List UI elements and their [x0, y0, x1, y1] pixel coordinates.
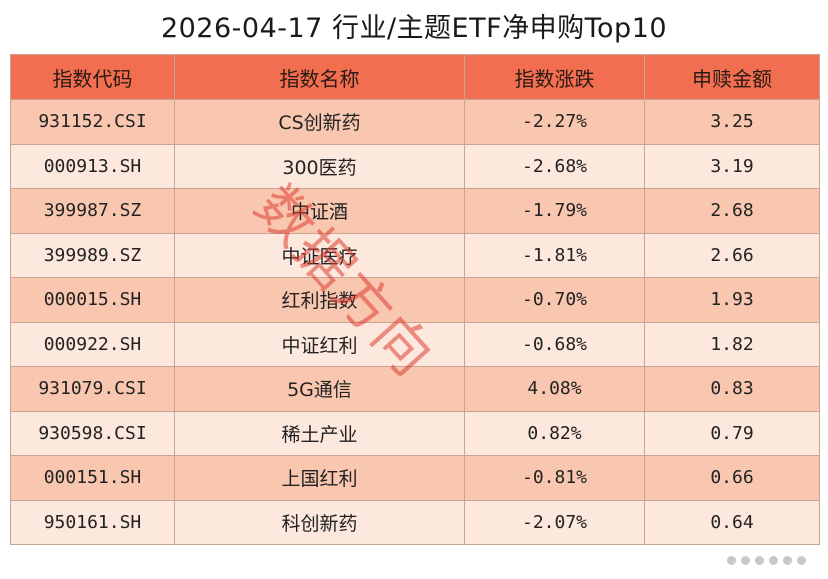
cell-code: 000913.SH: [10, 143, 175, 189]
cell-amount: 3.25: [644, 99, 820, 145]
table-row: 399989.SZ 中证医疗 -1.81% 2.66: [10, 232, 820, 278]
cell-change: -0.81%: [464, 455, 645, 501]
cell-code: 399987.SZ: [10, 188, 175, 234]
cell-name: 中证酒: [174, 188, 465, 234]
cell-amount: 1.82: [644, 321, 820, 367]
cell-name: 稀土产业: [174, 410, 465, 456]
etf-table: 指数代码 指数名称 指数涨跌 申赎金额 931152.CSI CS创新药 -2.…: [10, 54, 820, 545]
cell-name: 上国红利: [174, 455, 465, 501]
cell-amount: 0.83: [644, 366, 820, 412]
cell-code: 000151.SH: [10, 455, 175, 501]
cell-change: -0.68%: [464, 321, 645, 367]
header-name: 指数名称: [174, 54, 465, 100]
cell-name: 5G通信: [174, 366, 465, 412]
cell-change: -2.07%: [464, 499, 645, 545]
cell-amount: 1.93: [644, 277, 820, 323]
cell-name: 中证医疗: [174, 232, 465, 278]
cell-name: 中证红利: [174, 321, 465, 367]
cell-change: 4.08%: [464, 366, 645, 412]
header-amount: 申赎金额: [644, 54, 820, 100]
cell-code: 000015.SH: [10, 277, 175, 323]
table-row: 931152.CSI CS创新药 -2.27% 3.25: [10, 99, 820, 145]
cell-name: 科创新药: [174, 499, 465, 545]
cell-name: CS创新药: [174, 99, 465, 145]
cell-change: -2.68%: [464, 143, 645, 189]
cell-change: -1.79%: [464, 188, 645, 234]
cell-change: -2.27%: [464, 99, 645, 145]
table-header-row: 指数代码 指数名称 指数涨跌 申赎金额: [10, 54, 820, 100]
table-row: 000151.SH 上国红利 -0.81% 0.66: [10, 455, 820, 501]
more-dots-icon: [727, 556, 806, 565]
page-title: 2026-04-17 行业/主题ETF净申购Top10: [160, 13, 668, 44]
header-change: 指数涨跌: [464, 54, 645, 100]
table-row: 000922.SH 中证红利 -0.68% 1.82: [10, 321, 820, 367]
cell-amount: 0.79: [644, 410, 820, 456]
cell-amount: 0.66: [644, 455, 820, 501]
cell-code: 399989.SZ: [10, 232, 175, 278]
cell-code: 931152.CSI: [10, 99, 175, 145]
cell-amount: 2.68: [644, 188, 820, 234]
table-row: 950161.SH 科创新药 -2.07% 0.64: [10, 499, 820, 545]
cell-code: 000922.SH: [10, 321, 175, 367]
cell-change: -0.70%: [464, 277, 645, 323]
header-code: 指数代码: [10, 54, 175, 100]
cell-code: 931079.CSI: [10, 366, 175, 412]
table-row: 399987.SZ 中证酒 -1.79% 2.68: [10, 188, 820, 234]
table-row: 000015.SH 红利指数 -0.70% 1.93: [10, 277, 820, 323]
cell-change: 0.82%: [464, 410, 645, 456]
cell-amount: 0.64: [644, 499, 820, 545]
cell-name: 红利指数: [174, 277, 465, 323]
cell-code: 930598.CSI: [10, 410, 175, 456]
cell-name: 300医药: [174, 143, 465, 189]
cell-change: -1.81%: [464, 232, 645, 278]
table-row: 931079.CSI 5G通信 4.08% 0.83: [10, 366, 820, 412]
cell-code: 950161.SH: [10, 499, 175, 545]
table-row: 000913.SH 300医药 -2.68% 3.19: [10, 143, 820, 189]
cell-amount: 3.19: [644, 143, 820, 189]
table-row: 930598.CSI 稀土产业 0.82% 0.79: [10, 410, 820, 456]
cell-amount: 2.66: [644, 232, 820, 278]
